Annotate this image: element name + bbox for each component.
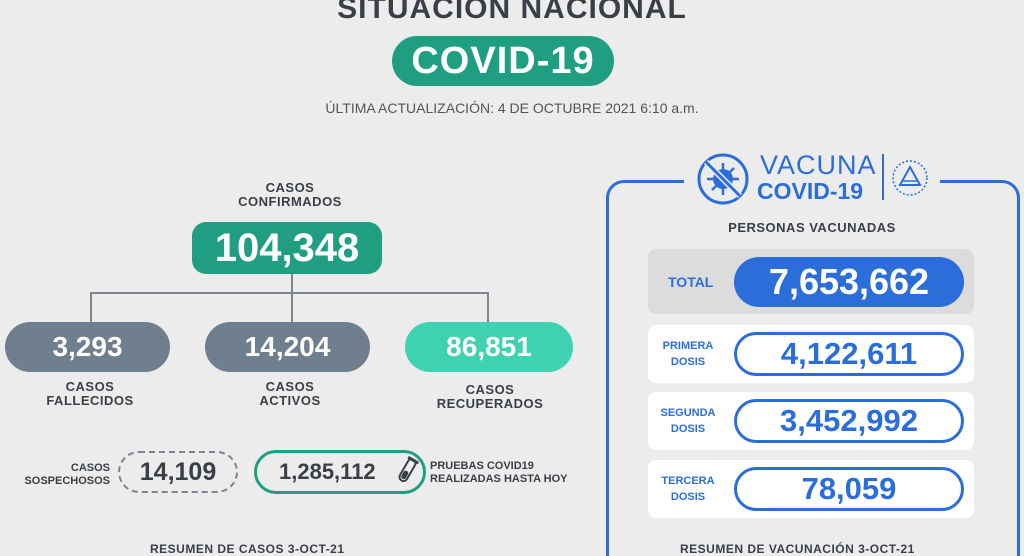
recovered-label-line1: CASOS	[465, 382, 515, 397]
vaccine-logo-covid: COVID-19	[757, 178, 864, 204]
suspected-label-line1: CASOS	[70, 462, 110, 474]
tests-value: 1,285,112	[254, 450, 426, 494]
confirmed-value: 104,348	[192, 222, 382, 274]
tests-label-line1: PRUEBAS COVID19	[430, 460, 534, 472]
tree-branch-left	[90, 292, 92, 322]
national-seal-icon	[892, 160, 928, 196]
active-label-line2: ACTIVOS	[259, 393, 321, 408]
suspected-label-line2: SOSPECHOSOS	[24, 475, 110, 487]
third-dose-label-line1: TERCERA	[661, 475, 715, 487]
tests-label-line2: REALIZADAS HASTA HOY	[430, 473, 568, 485]
test-tube-icon	[398, 456, 419, 483]
covid-badge: COVID-19	[392, 36, 614, 86]
total-label: TOTAL	[668, 274, 714, 290]
page-title: SITUACIÓN NACIONAL	[337, 0, 687, 25]
cases-summary-link[interactable]: RESUMEN DE CASOS 3-OCT-21	[150, 542, 345, 556]
deaths-label-line2: FALLECIDOS	[46, 393, 134, 408]
vaccine-logo-word: VACUNA	[760, 150, 877, 180]
last-updated: ÚLTIMA ACTUALIZACIÓN: 4 DE OCTUBRE 2021 …	[325, 100, 699, 116]
confirmed-label-line1: CASOS	[265, 180, 315, 195]
recovered-label-line2: RECUPERADOS	[436, 396, 544, 411]
active-value: 14,204	[205, 322, 370, 372]
vaccination-summary-link[interactable]: RESUMEN DE VACUNACIÓN 3-OCT-21	[680, 542, 915, 556]
confirmed-label: CASOS CONFIRMADOS	[220, 181, 360, 209]
logo-divider	[882, 154, 884, 200]
first-dose-label-line1: PRIMERA	[662, 340, 714, 352]
no-virus-icon	[697, 153, 749, 205]
second-dose-label-line2: DOSIS	[670, 423, 706, 435]
third-dose-value: 78,059	[734, 467, 964, 511]
tests-label: PRUEBAS COVID19 REALIZADAS HASTA HOY	[430, 460, 590, 486]
first-dose-label-line2: DOSIS	[670, 356, 706, 368]
confirmed-label-line2: CONFIRMADOS	[238, 194, 342, 209]
recovered-value: 86,851	[405, 322, 573, 372]
first-dose-label: PRIMERA DOSIS	[648, 338, 728, 370]
first-dose-value: 4,122,611	[734, 332, 964, 376]
active-label-line1: CASOS	[265, 379, 315, 394]
tree-branch-middle	[291, 292, 293, 322]
deaths-value: 3,293	[5, 322, 170, 372]
second-dose-value: 3,452,992	[734, 399, 964, 443]
second-dose-label: SEGUNDA DOSIS	[648, 405, 728, 437]
suspected-value: 14,109	[118, 451, 238, 493]
people-vaccinated-label: PERSONAS VACUNADAS	[728, 220, 896, 235]
total-value: 7,653,662	[734, 257, 964, 307]
active-label: CASOS ACTIVOS	[220, 380, 360, 408]
tree-stem	[291, 274, 293, 293]
third-dose-label-line2: DOSIS	[670, 491, 706, 503]
tree-branch-right	[487, 292, 489, 322]
suspected-label: CASOS SOSPECHOSOS	[10, 462, 110, 488]
recovered-label: CASOS RECUPERADOS	[420, 383, 560, 411]
deaths-label-line1: CASOS	[65, 379, 115, 394]
deaths-label: CASOS FALLECIDOS	[20, 380, 160, 408]
third-dose-label: TERCERA DOSIS	[648, 473, 728, 505]
tree-bar	[90, 292, 489, 294]
second-dose-label-line1: SEGUNDA	[660, 407, 716, 419]
